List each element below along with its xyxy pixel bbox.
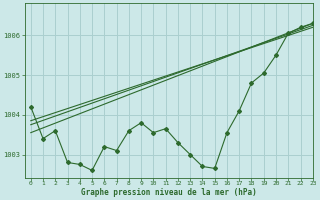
X-axis label: Graphe pression niveau de la mer (hPa): Graphe pression niveau de la mer (hPa) — [81, 188, 257, 197]
